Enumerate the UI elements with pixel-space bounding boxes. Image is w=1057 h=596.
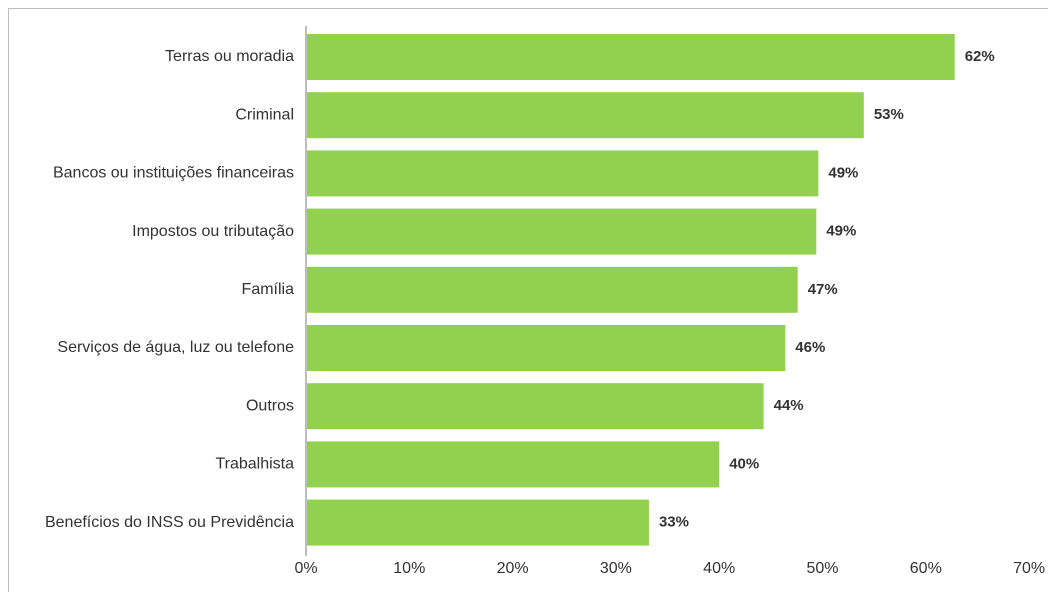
x-tick-label: 20% [497,560,529,577]
x-tick-label: 30% [600,560,632,577]
bar [306,499,649,546]
bar [306,208,817,255]
value-labels-group: 62% 53% 49% 49% 47% 46% 44% 40% 33% [659,48,995,531]
bar [306,92,864,139]
x-tick-label: 60% [910,560,942,577]
x-tick-label: 50% [806,560,838,577]
bars-group [306,34,955,546]
bar [306,441,720,488]
bar [306,383,764,430]
x-tick-label: 70% [1013,560,1045,577]
data-label: 62% [965,48,995,65]
category-label: Serviços de água, luz ou telefone [57,339,294,356]
category-label: Trabalhista [215,456,294,473]
category-label: Impostos ou tributação [132,223,294,240]
category-label: Benefícios do INSS ou Previdência [45,514,294,531]
data-label: 33% [659,514,689,531]
category-label: Família [242,281,295,298]
bar [306,34,955,80]
chart-frame [8,8,1048,592]
bar [306,150,819,197]
x-tick-label: 0% [294,560,317,577]
data-label: 49% [828,164,858,181]
data-label: 46% [795,339,825,356]
data-label: 53% [874,106,904,123]
category-label: Outros [246,397,294,414]
x-tick-labels-group: 0% 10% 20% 30% 40% 50% 60% 70% [294,560,1045,577]
x-tick-label: 40% [703,560,735,577]
data-label: 40% [729,455,759,472]
data-label: 47% [808,281,838,298]
x-tick-label: 10% [393,560,425,577]
bar [306,325,786,371]
bar [306,266,798,313]
data-label: 44% [774,397,804,414]
category-label: Criminal [235,106,294,123]
category-labels-group: Terras ou moradia Criminal Bancos ou insti… [45,48,294,531]
category-label: Terras ou moradia [165,48,294,65]
data-label: 49% [826,223,856,240]
category-label: Bancos ou instituições financeiras [53,165,294,182]
